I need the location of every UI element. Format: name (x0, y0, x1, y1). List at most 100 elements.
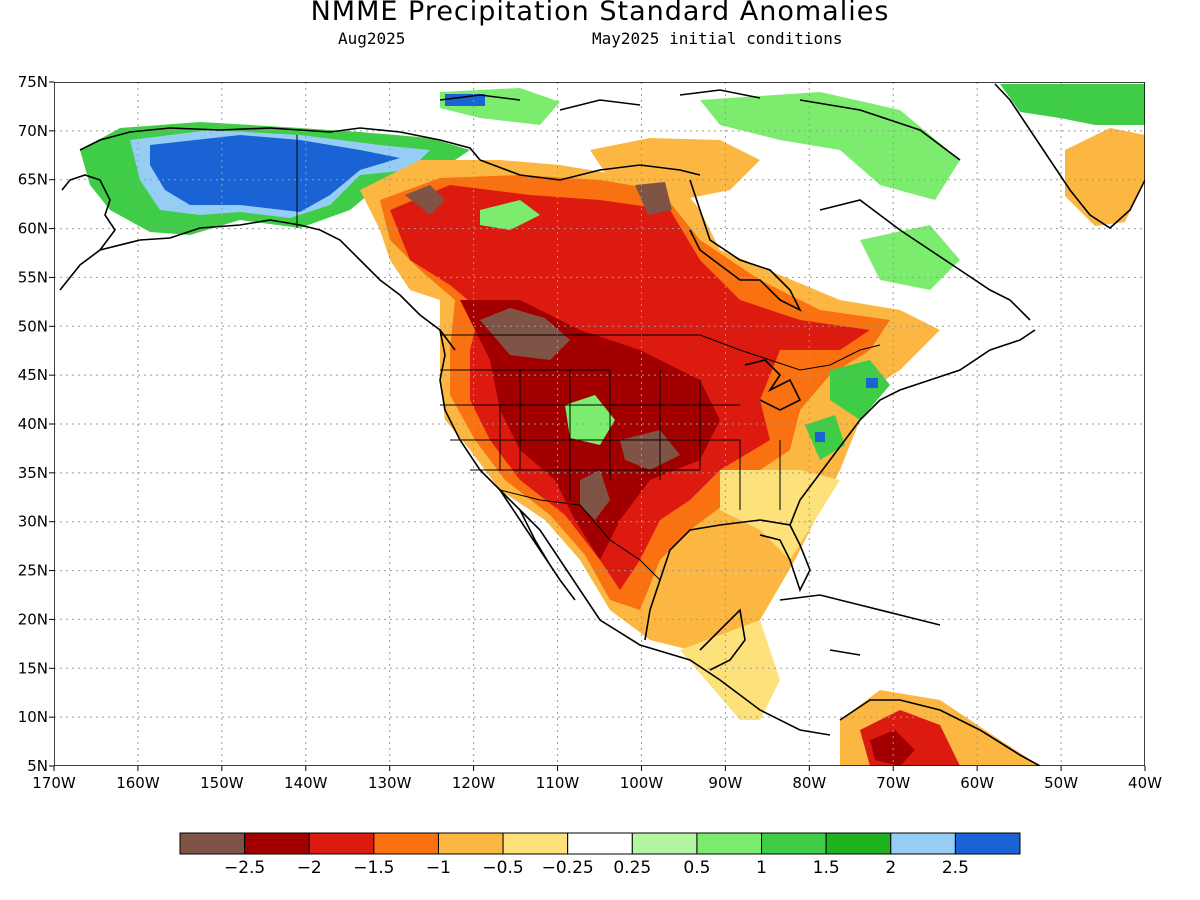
greenland-dry (1065, 128, 1145, 226)
alaska-coast (59, 127, 481, 351)
lat-label: 10N (18, 708, 48, 726)
wet-spot-quebec (860, 225, 960, 290)
lon-label: 60W (960, 774, 994, 792)
lon-label: 40W (1128, 774, 1162, 792)
colorbar-label: −0.5 (482, 858, 523, 878)
s-america-darkred (870, 730, 915, 766)
colorbar-label: 1 (756, 858, 767, 878)
colorbar-labels: −2.5 −2 −1.5 −1 −0.5 −0.25 0.25 0.5 1 1.5 2 2.5 (224, 858, 969, 878)
lat-label: 50N (18, 317, 48, 335)
colorbar-swatch (179, 832, 246, 855)
coastlines (59, 83, 1145, 766)
canada-islands-wet (700, 92, 960, 200)
us-mexico-border (499, 489, 661, 581)
lon-label: 130W (368, 774, 412, 792)
colorbar-swatch (437, 832, 504, 855)
lat-label: 65N (18, 171, 48, 189)
lat-label: 70N (18, 122, 48, 140)
colorbar (179, 832, 1021, 855)
arctic-coast (439, 89, 961, 181)
colorbar-swatch (631, 832, 698, 855)
colorbar-label: −1 (426, 858, 451, 878)
longitude-ticks (53, 766, 1146, 771)
lat-label: 60N (18, 220, 48, 238)
lat-label: 15N (18, 659, 48, 677)
labrador (819, 199, 1031, 321)
wet-spot-colorado (565, 395, 615, 445)
colorbar-label: 0.5 (683, 858, 710, 878)
colorbar-swatch (502, 832, 569, 855)
dry-brown-5 (635, 182, 672, 215)
colorbar-label: −2 (297, 858, 322, 878)
lat-label: 75N (18, 73, 48, 91)
dry-brown-2 (405, 185, 445, 215)
colorbar-swatch (825, 832, 892, 855)
lon-label: 120W (452, 774, 496, 792)
colorbar-swatch (373, 832, 439, 855)
lon-label: 110W (536, 774, 580, 792)
colorbar-swatch (890, 832, 956, 855)
lon-label: 70W (876, 774, 910, 792)
longitude-labels: 170W 160W 150W 140W 130W 120W 110W 100W 90W 80W 70… (32, 774, 1162, 792)
colorbar-label: 1.5 (813, 858, 840, 878)
colorbar-swatch (308, 832, 375, 855)
lat-label: 45N (18, 366, 48, 384)
dry-brown-4 (580, 470, 610, 520)
colorbar-swatch (954, 832, 1021, 855)
yucatan (699, 608, 746, 671)
lon-label: 170W (32, 774, 76, 792)
latitude-ticks (49, 81, 54, 767)
us-canada-border (440, 334, 881, 371)
colorbar-label: −1.5 (353, 858, 394, 878)
lon-label: 100W (620, 774, 664, 792)
colorbar-label: −2.5 (224, 858, 265, 878)
lat-label: 25N (18, 562, 48, 580)
anomaly-shading (80, 84, 1145, 766)
lon-label: 90W (708, 774, 742, 792)
gulf-coast (644, 519, 811, 641)
east-coast (789, 329, 1036, 526)
southeast-pale (720, 470, 840, 560)
colorbar-swatch (567, 832, 633, 855)
lat-label: 30N (18, 513, 48, 531)
lon-label: 150W (200, 774, 244, 792)
lat-label: 35N (18, 464, 48, 482)
wet-spot-east (830, 360, 890, 420)
south-america-coast (839, 699, 1041, 766)
colorbar-swatch (244, 832, 310, 855)
colorbar-swatch (761, 832, 827, 855)
arctic-blue (445, 94, 485, 106)
graticule (54, 82, 1145, 766)
lat-label: 40N (18, 415, 48, 433)
map-panel (54, 82, 1145, 766)
wet-spot-west (480, 200, 540, 230)
colorbar-swatch (696, 832, 763, 855)
lat-label: 20N (18, 610, 48, 628)
hudson-bay (689, 179, 802, 312)
great-lakes (744, 359, 802, 411)
latitude-labels: 75N 70N 65N 60N 55N 50N 45N 40N 35N 30N 25N 20N 15N 1… (18, 73, 48, 775)
colorbar-label: 2.5 (942, 858, 969, 878)
colorbar-label: 0.25 (613, 858, 651, 878)
colorbar-label: 2 (885, 858, 896, 878)
wet-blue-midatlantic (815, 432, 825, 442)
forecast-month: Aug2025 (338, 29, 406, 48)
caribbean (779, 594, 941, 656)
lat-label: 55N (18, 268, 48, 286)
greenland-coast (994, 83, 1145, 230)
lon-label: 160W (116, 774, 160, 792)
initial-conditions: May2025 initial conditions (592, 29, 843, 48)
map-title: NMME Precipitation Standard Anomalies (310, 0, 890, 27)
political-borders (296, 135, 881, 581)
baja (499, 489, 576, 601)
lat-label: 5N (27, 757, 48, 775)
lon-label: 50W (1044, 774, 1078, 792)
wet-blue-ne (866, 378, 878, 388)
alaska-blue (150, 135, 400, 212)
lon-label: 80W (792, 774, 826, 792)
us-state-lines (440, 369, 781, 510)
lon-label: 140W (284, 774, 328, 792)
dry-brown-1 (480, 308, 570, 360)
colorbar-label: −0.25 (542, 858, 594, 878)
